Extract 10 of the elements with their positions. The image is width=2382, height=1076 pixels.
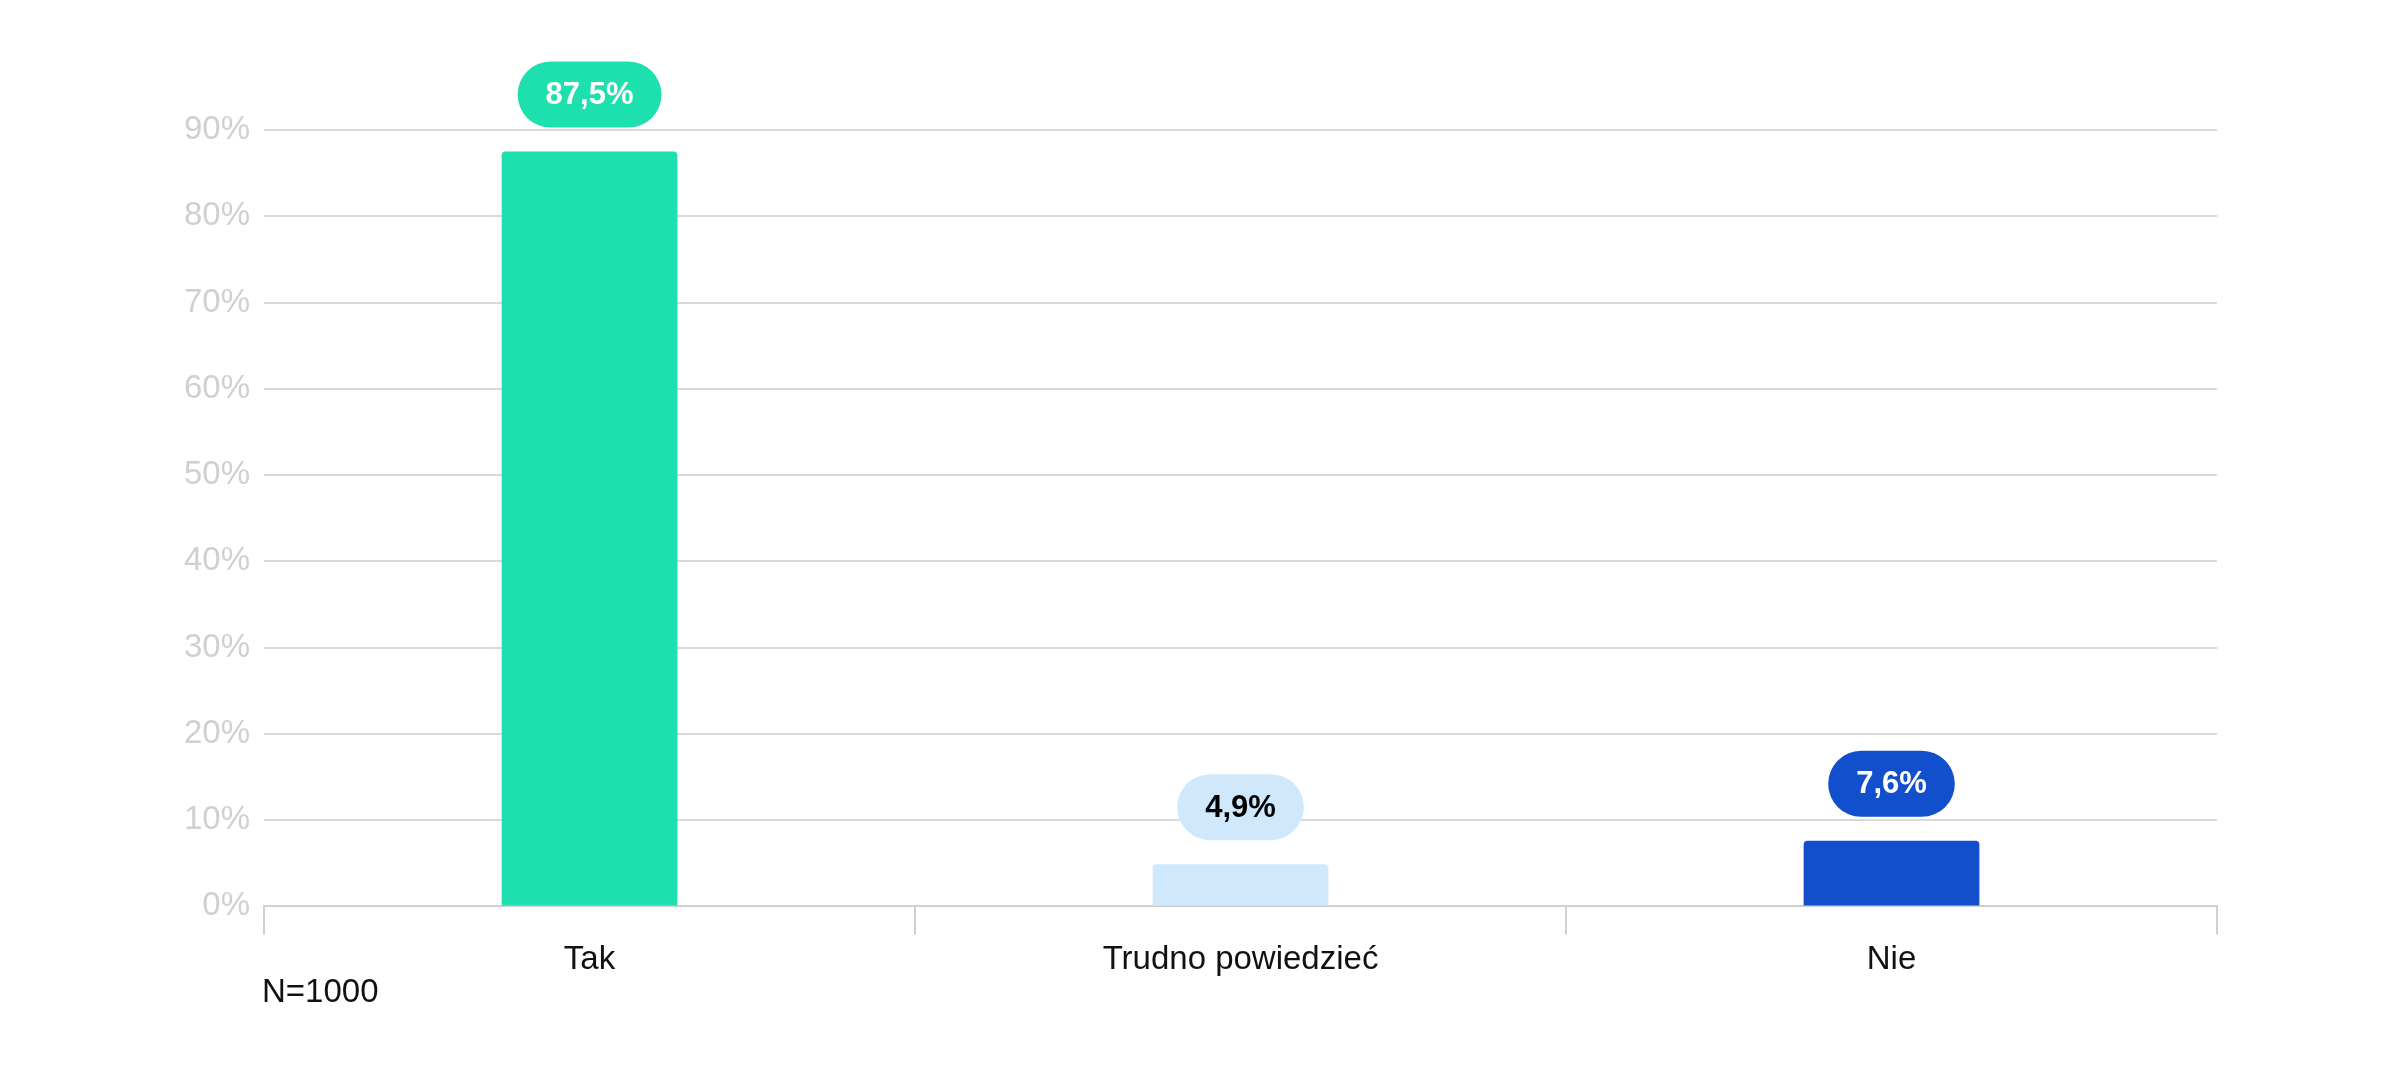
x-tick-label: Trudno powiedzieć xyxy=(1102,939,1379,977)
bar xyxy=(1152,864,1329,906)
data-label: 4,9% xyxy=(1205,788,1276,824)
x-tick-label: Tak xyxy=(563,939,616,977)
bar xyxy=(1803,840,1980,906)
bar xyxy=(501,151,678,906)
data-label: 87,5% xyxy=(545,76,634,112)
text: N=1000 xyxy=(262,972,379,1010)
x-tick-label: Nie xyxy=(1866,939,1917,977)
data-label: 7,6% xyxy=(1856,765,1927,801)
